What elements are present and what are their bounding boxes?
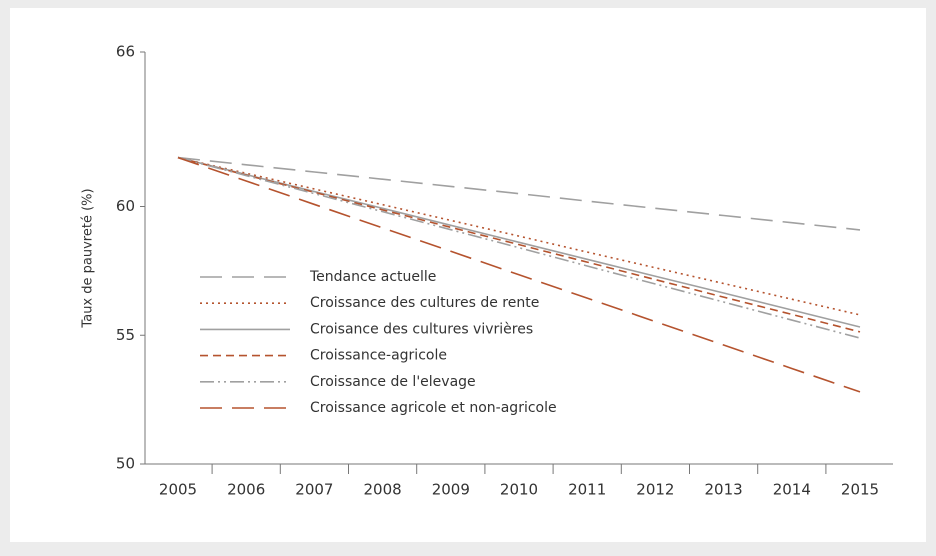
panel — [10, 8, 926, 542]
x-tick-label: 2009 — [432, 481, 470, 499]
x-tick-label: 2014 — [773, 481, 811, 499]
y-tick-label: 60 — [116, 197, 135, 215]
x-tick-label: 2013 — [705, 481, 743, 499]
x-tick-label: 2006 — [227, 481, 265, 499]
legend-label: Croissance-agricole — [310, 348, 447, 364]
y-axis-label: Taux de pauvreté (%) — [81, 188, 96, 328]
x-tick-label: 2011 — [568, 481, 606, 499]
legend-label: Croissance agricole et non-agricole — [310, 400, 557, 416]
series-line — [177, 156, 861, 316]
x-tick-label: 2012 — [636, 481, 674, 499]
legend-label: Croissance de l'elevage — [310, 374, 476, 390]
x-tick-label: 2005 — [159, 481, 197, 499]
y-tick-label: 66 — [116, 43, 135, 61]
x-tick-label: 2008 — [364, 481, 402, 499]
legend-label: Croissance des cultures de rente — [310, 295, 539, 311]
series-line — [177, 156, 861, 333]
series-line — [177, 156, 861, 393]
legend-label: Tendance actuelle — [309, 269, 436, 285]
y-tick-label: 55 — [116, 326, 135, 344]
x-tick-label: 2015 — [841, 481, 879, 499]
series-line — [177, 156, 861, 231]
x-tick-label: 2007 — [295, 481, 333, 499]
legend-label: Croisance des cultures vivrières — [310, 321, 533, 337]
x-tick-label: 2010 — [500, 481, 538, 499]
y-tick-label: 50 — [116, 455, 135, 473]
